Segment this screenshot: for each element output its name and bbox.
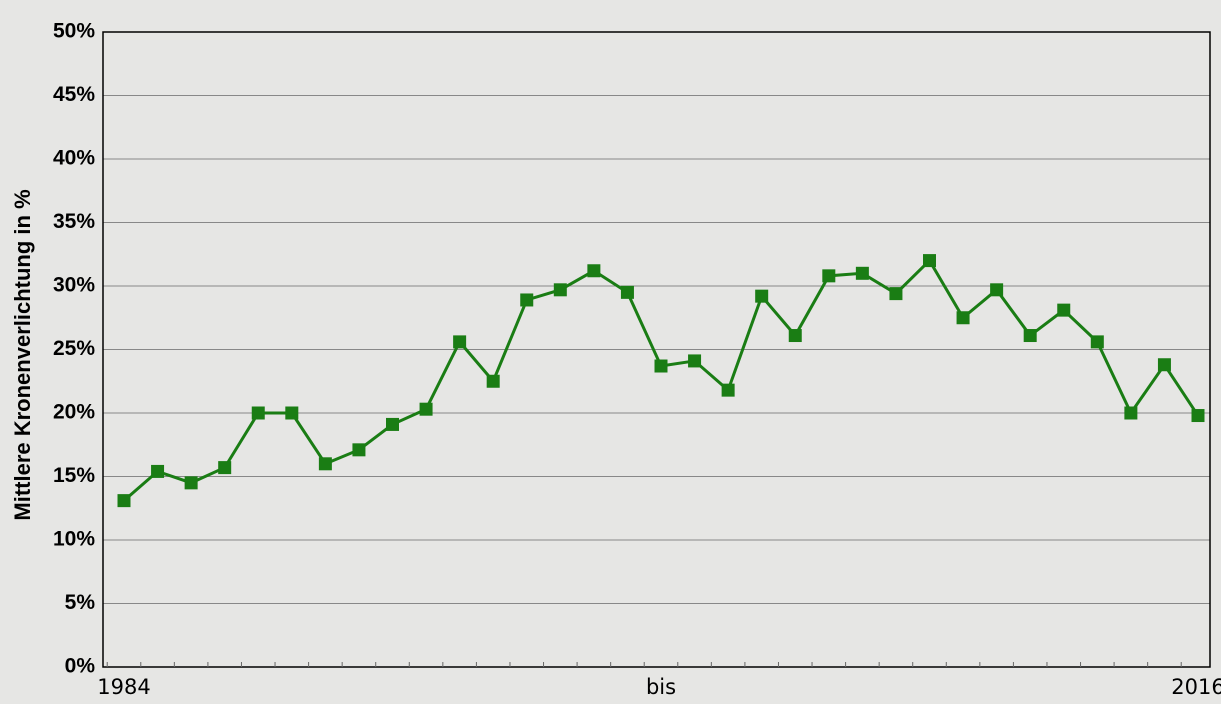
point-marker xyxy=(654,359,668,373)
y-tick-label: 5% xyxy=(65,591,96,614)
point-marker xyxy=(1124,406,1138,420)
y-tick-label: 40% xyxy=(53,147,95,170)
point-marker xyxy=(1157,358,1171,372)
point-marker xyxy=(419,402,433,416)
y-tick-label: 15% xyxy=(53,464,95,487)
point-marker xyxy=(1057,303,1071,317)
point-marker xyxy=(822,269,836,283)
x-tick-label: 2016 xyxy=(1171,675,1221,699)
point-marker xyxy=(386,417,399,431)
point-marker xyxy=(453,335,467,349)
point-marker xyxy=(251,406,265,420)
point-marker xyxy=(553,283,567,297)
point-marker xyxy=(721,383,735,397)
point-marker xyxy=(956,311,970,325)
point-marker xyxy=(1191,409,1205,423)
x-tick-label: bis xyxy=(646,675,676,699)
y-axis-label: Mittlere Kronenverlichtung in % xyxy=(10,189,35,520)
point-marker xyxy=(1023,329,1037,343)
point-marker xyxy=(184,476,198,490)
point-marker xyxy=(587,264,601,278)
point-marker xyxy=(486,374,500,388)
y-tick-label: 25% xyxy=(53,337,95,360)
point-marker xyxy=(151,464,165,478)
point-marker xyxy=(923,254,936,268)
point-marker xyxy=(1090,335,1104,349)
y-tick-label: 50% xyxy=(53,20,95,43)
point-marker xyxy=(520,293,534,307)
y-tick-label: 20% xyxy=(53,401,95,424)
point-marker xyxy=(318,457,332,471)
y-tick-label: 10% xyxy=(53,528,95,551)
point-marker xyxy=(855,266,869,280)
y-tick-label: 45% xyxy=(53,83,95,106)
point-marker xyxy=(788,329,802,343)
point-marker xyxy=(889,287,903,301)
point-marker xyxy=(688,354,702,368)
x-tick-label: 1984 xyxy=(97,675,150,699)
point-marker xyxy=(218,461,232,475)
point-marker xyxy=(117,494,131,508)
point-marker xyxy=(352,443,366,457)
plot-frame xyxy=(102,31,1211,668)
y-tick-label: 30% xyxy=(53,274,95,297)
point-marker xyxy=(755,289,769,303)
point-marker xyxy=(620,285,634,299)
point-marker xyxy=(285,406,299,420)
point-marker xyxy=(990,283,1004,297)
y-tick-label: 35% xyxy=(53,210,95,233)
y-tick-label: 0% xyxy=(65,655,96,678)
